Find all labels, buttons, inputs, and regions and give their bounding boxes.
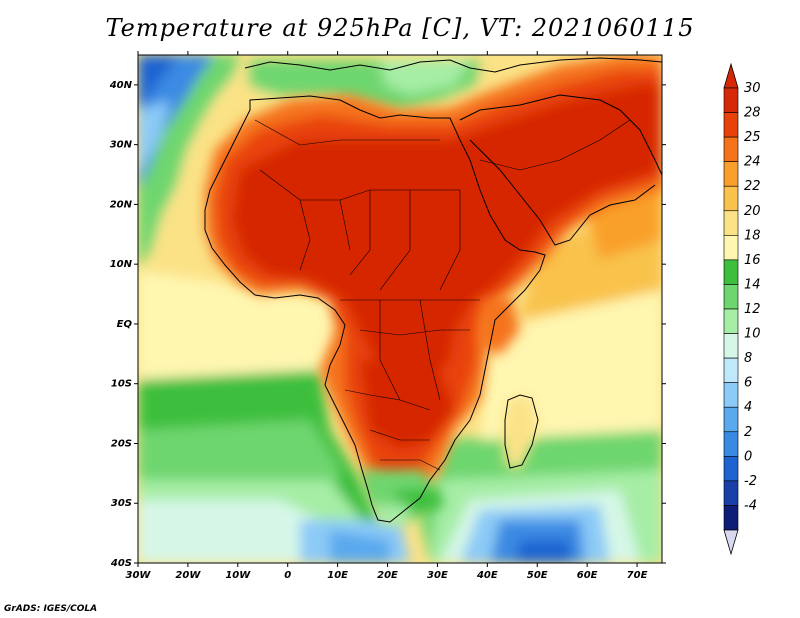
lat-tick-label: 20S [111, 438, 132, 449]
lon-tick-label: 10E [327, 570, 348, 581]
colorbar-swatch [723, 333, 739, 359]
colorbar-label: 4 [744, 400, 752, 415]
colorbar-swatch [723, 185, 739, 212]
colorbar-swatch [723, 406, 739, 433]
colorbar-label: 28 [744, 106, 761, 121]
colorbar-swatch [723, 480, 739, 506]
colorbar-swatch [723, 382, 739, 408]
colorbar-label: 16 [744, 253, 761, 268]
longitude-axis: 30W 20W 10W 0 10E 20E 30E 40E 50E 60E 70E [126, 51, 648, 581]
colorbar-top-arrow [723, 62, 739, 89]
colorbar-label: -4 [744, 498, 757, 513]
colorbar-swatch [723, 505, 739, 531]
colorbar-swatch [723, 284, 739, 310]
country-borders [254, 119, 631, 471]
lon-tick-label: 40E [476, 570, 498, 581]
colorbar-swatch [723, 308, 739, 334]
lon-tick-label: 20E [377, 570, 398, 581]
colorbar-label: 12 [744, 302, 761, 317]
colorbar-label: 8 [744, 351, 752, 366]
coastline [204, 57, 662, 523]
lon-tick-label: 30E [427, 570, 448, 581]
lat-tick-label: 30N [110, 140, 133, 151]
colorbar-swatch [723, 431, 739, 457]
temperature-field [138, 55, 662, 563]
credit-text: GrADS: IGES/COLA [4, 604, 98, 614]
colorbar-swatch [723, 87, 739, 113]
colorbar-bottom-arrow [723, 529, 739, 556]
colorbar-label: 24 [744, 155, 761, 170]
lat-tick-label: 40S [110, 558, 132, 569]
lat-tick-label: 10S [111, 379, 132, 390]
lat-tick-label: 40N [109, 80, 133, 91]
colorbar-swatch [723, 210, 739, 236]
lon-tick-label: 70E [627, 570, 648, 581]
colorbar-label: 2 [744, 425, 752, 440]
colorbar-label: 14 [744, 277, 761, 292]
lon-tick-label: 30W [126, 570, 152, 581]
colorbar-label: 6 [744, 376, 752, 391]
colorbar-swatch [723, 259, 739, 285]
lat-tick-label: 10N [110, 259, 133, 270]
lon-tick-label: 10W [225, 570, 251, 581]
lon-tick-label: 50E [527, 570, 548, 581]
lon-tick-label: 20W [175, 570, 201, 581]
colorbar-label: 25 [744, 130, 761, 145]
colorbar-swatch [723, 456, 739, 482]
colorbar-swatch [723, 161, 739, 187]
colorbar-swatch [723, 112, 739, 138]
lat-tick-label: 20N [110, 199, 133, 210]
colorbar-label: -2 [744, 474, 757, 489]
colorbar-label: 20 [744, 204, 761, 219]
colorbar-label: 18 [744, 228, 761, 243]
colorbar-label: 22 [744, 179, 761, 194]
colorbar-label: 0 [744, 449, 752, 464]
colorbar-swatch [723, 357, 739, 383]
colorbar-label: 10 [744, 327, 761, 342]
colorbar-swatch [723, 136, 739, 162]
map-title: Temperature at 925hPa [C], VT: 202106011… [105, 14, 695, 42]
lat-tick-label: 30S [111, 498, 132, 509]
colorbar-label: 30 [744, 81, 761, 96]
latitude-axis: 40N 30N 20N 10N EQ 10S 20S 30S 40S [109, 80, 666, 569]
plot-frame [137, 54, 663, 564]
lat-tick-label: EQ [117, 319, 133, 330]
colorbar-swatch [723, 235, 739, 261]
lon-tick-label: 0 [284, 570, 291, 581]
lon-tick-label: 60E [577, 570, 598, 581]
